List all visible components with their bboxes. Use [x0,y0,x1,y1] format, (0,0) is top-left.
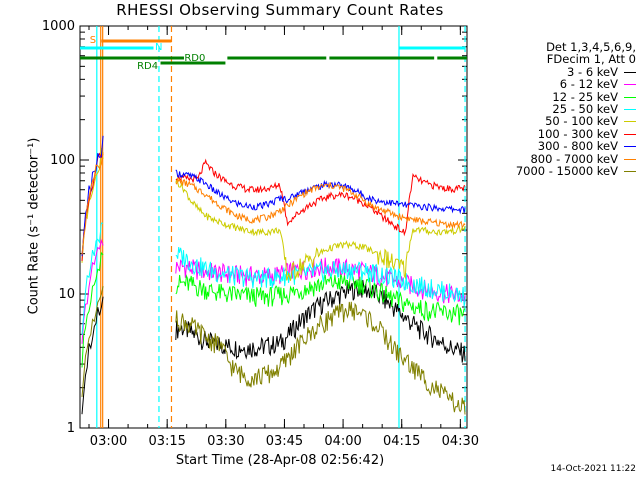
legend-entry-label: 800 - 7000 keV [530,151,618,166]
y-axis-label: Count Rate (s⁻¹ detector⁻¹) [26,137,42,315]
series-early-segment [81,286,104,397]
x-tick-label: 04:00 [324,434,361,449]
x-tick-label: 04:15 [383,434,420,449]
legend-entry: 7000 - 15000 keV [516,165,636,177]
state-bar-label: RD4 [137,61,158,72]
series-early-segment [81,296,104,415]
y-tick-label: 100 [50,153,75,168]
legend-swatch [624,84,636,86]
x-axis-label: Start Time (28-Apr-08 02:56:42) [175,453,385,468]
legend-header-line-1: Det 1,3,4,5,6,9, [546,40,636,54]
series-line [175,169,466,215]
legend-swatch [624,96,636,98]
series-early-segment [81,222,104,336]
series-early-segment [81,251,104,368]
x-tick-label: 03:15 [148,434,185,449]
series-early-segment [81,135,104,257]
legend-entry: 50 - 100 keV [516,114,636,129]
x-tick-label: 03:30 [207,434,244,449]
legend-swatch [624,133,636,135]
legend-entry-label: 7000 - 15000 keV [515,164,618,179]
legend-entry: 800 - 7000 keV [516,151,636,166]
series-early-segment [81,238,104,344]
x-tick-label: 03:00 [90,434,127,449]
y-tick-label: 1000 [42,19,75,34]
series-line [175,257,466,304]
legend-entry-label: 300 - 800 keV [537,139,618,154]
legend-swatch [624,146,636,148]
legend-swatch [624,109,636,111]
series-line [175,272,466,326]
legend-entry-label: 12 - 25 keV [552,89,618,104]
state-bar-label: S [90,35,96,46]
legend: Det 1,3,4,5,6,9, FDecim 1, Att 0 3 - 6 k… [516,41,636,177]
legend-swatch [624,171,636,173]
series-early-segment [81,152,104,255]
legend-entry: 3 - 6 keV [516,66,636,78]
series-line [175,176,466,230]
series-line [175,177,466,281]
x-tick-label: 04:30 [442,434,479,449]
legend-entry: 6 - 12 keV [516,78,636,90]
legend-entry-label: 100 - 300 keV [537,126,618,141]
legend-entry: 25 - 50 keV [516,103,636,115]
legend-swatch [624,71,636,73]
x-tick-label: 03:45 [266,434,303,449]
plot-frame [79,25,468,429]
state-bar-label: RD0 [184,53,205,64]
legend-entry-label: 25 - 50 keV [552,102,618,117]
series-line [175,301,466,415]
legend-entry: 300 - 800 keV [516,140,636,152]
series-line [175,158,466,237]
generated-timestamp: 14-Oct-2021 11:22 [550,464,636,474]
state-bar-label: N [155,42,162,53]
legend-entry-label: 50 - 100 keV [545,114,618,129]
legend-entry: 100 - 300 keV [516,128,636,140]
chart-title: RHESSI Observing Summary Count Rates [116,1,444,19]
legend-swatch [624,121,636,123]
y-tick-label: 1 [67,421,75,436]
series-line [175,279,466,363]
legend-header-line-2: FDecim 1, Att 0 [546,52,636,67]
y-tick-label: 10 [58,287,75,302]
series-line [175,247,466,307]
legend-entry: 12 - 25 keV [516,89,636,104]
legend-swatch [624,158,636,160]
legend-entry-label: 6 - 12 keV [559,77,618,92]
legend-entry-label: 3 - 6 keV [567,64,618,79]
